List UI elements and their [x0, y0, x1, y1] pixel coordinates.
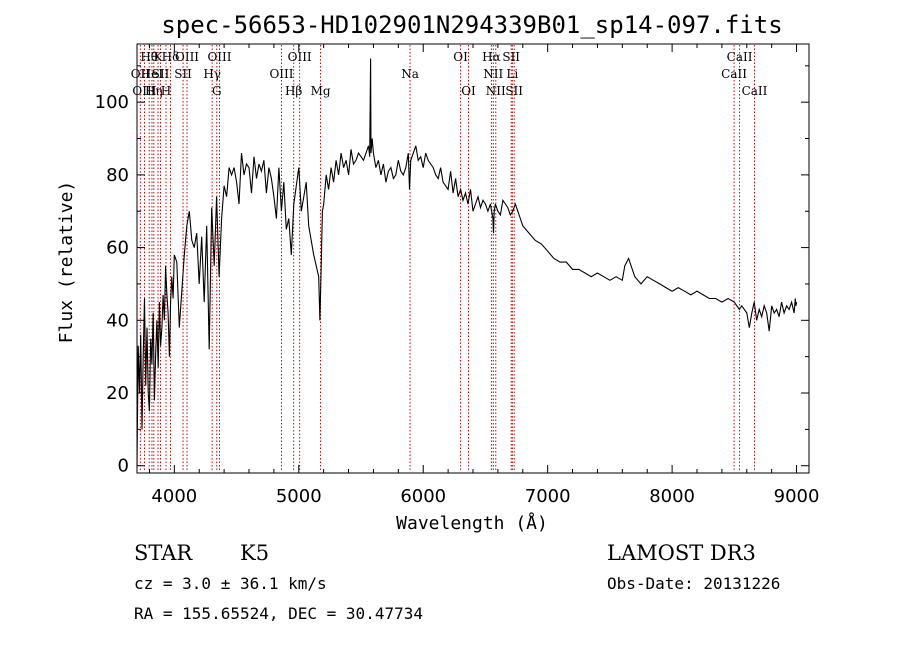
line-label-21: Hα: [482, 50, 501, 64]
line-label-24: SII: [502, 50, 520, 64]
obs-date: Obs-Date: 20131226: [607, 574, 780, 593]
object-subclass: K5: [240, 541, 269, 565]
object-class: STAR: [134, 541, 193, 565]
spectrum-line: [136, 58, 798, 466]
chart-title: spec-56653-HD102901N294339B01_sp14-097.f…: [161, 11, 782, 39]
x-axis-label: Wavelength (Å): [396, 512, 548, 534]
line-label-20: OI: [461, 84, 476, 98]
line-label-7: H: [161, 84, 171, 98]
y-tick-label-20: 20: [106, 383, 129, 404]
line-label-14: OIII: [269, 67, 293, 81]
x-tick-label-4000: 4000: [151, 486, 197, 507]
line-label-29: CaII: [742, 84, 768, 98]
x-axis-ticks: 4000 5000 6000 7000 8000 9000: [148, 44, 820, 507]
line-label-11: Hγ: [203, 67, 221, 81]
spectral-line-markers: [139, 45, 755, 472]
line-label-6: SII: [152, 67, 170, 81]
line-label-4: Hη: [145, 84, 163, 98]
line-label-5: K: [154, 50, 164, 64]
y-tick-label-0: 0: [118, 456, 129, 477]
line-label-2: OIII: [132, 84, 156, 98]
line-label-10: OIII: [175, 50, 199, 64]
y-axis-ticks: 0 20 40 60 80 100: [95, 65, 809, 477]
y-axis-label: Flux (relative): [56, 181, 77, 344]
coordinates: RA = 155.65524, DEC = 30.47734: [134, 604, 423, 623]
redshift-readout: cz = 3.0 ± 36.1 km/s: [134, 574, 327, 593]
line-label-13: OIII: [207, 50, 231, 64]
line-label-25: Li: [506, 67, 518, 81]
line-label-23: NII: [486, 84, 506, 98]
x-tick-label-8000: 8000: [649, 486, 695, 507]
line-label-0: Hθ: [140, 50, 158, 64]
line-label-15: Hβ: [285, 84, 302, 98]
line-label-27: CaII: [721, 67, 747, 81]
x-tick-label-6000: 6000: [400, 486, 446, 507]
line-label-1: OII: [131, 67, 151, 81]
x-tick-label-7000: 7000: [525, 486, 571, 507]
line-label-19: OI: [453, 50, 468, 64]
line-label-17: Mg: [311, 84, 331, 98]
line-label-3: HeI: [141, 67, 164, 81]
line-label-16: OIII: [288, 50, 312, 64]
x-tick-label-5000: 5000: [276, 486, 322, 507]
x-tick-label-9000: 9000: [774, 486, 820, 507]
line-label-28: CaII: [727, 50, 753, 64]
line-label-8: Hδ: [162, 50, 180, 64]
y-tick-label-40: 40: [106, 310, 129, 331]
line-label-18: Na: [401, 67, 419, 81]
line-label-26: SII: [505, 84, 523, 98]
y-tick-label-80: 80: [106, 165, 129, 186]
y-tick-label-100: 100: [95, 92, 129, 113]
line-label-22: NII: [483, 67, 503, 81]
line-label-12: G: [212, 84, 222, 98]
survey-name: LAMOST DR3: [607, 541, 756, 565]
spectral-line-labels: HθOIIOIIIHeIHηKSIIHHδSIIOIIIHγGOIIIOIIIH…: [131, 50, 768, 98]
plot-frame: [136, 43, 810, 474]
y-tick-label-60: 60: [106, 238, 129, 259]
line-label-9: SII: [174, 67, 192, 81]
